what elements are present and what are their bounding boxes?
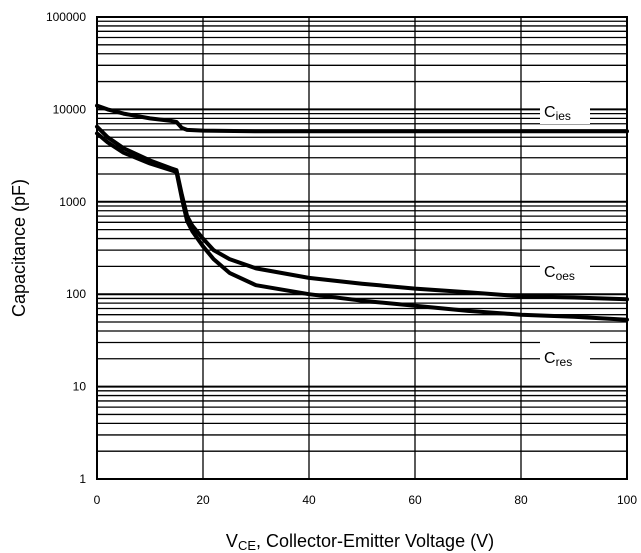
series-label-cies: Cies — [544, 104, 571, 123]
series-label-main: C — [544, 104, 556, 121]
plot-frame — [96, 16, 628, 480]
y-tick-label: 1000 — [59, 195, 86, 209]
x-tick-label: 0 — [94, 493, 101, 507]
x-axis-title-sub: CE — [238, 538, 256, 553]
series-line-coes — [95, 124, 629, 302]
y-tick-label: 10 — [73, 380, 87, 394]
y-tick-labels: 1 10 100 1000 10000 100000 — [46, 10, 86, 486]
series-label-sub: res — [556, 355, 573, 369]
y-tick-label: 100 — [66, 287, 86, 301]
series-label-box — [540, 251, 590, 291]
series-label-cres: Cres — [544, 350, 572, 369]
y-axis-title: Capacitance (pF) — [9, 179, 29, 317]
y-tick-label: 1 — [79, 472, 86, 486]
series-label-sub: oes — [556, 269, 575, 283]
series-label-main: C — [544, 350, 556, 367]
x-tick-labels: 0 20 40 60 80 100 — [94, 493, 638, 507]
series-line-cies — [95, 103, 629, 134]
x-tick-label: 20 — [196, 493, 210, 507]
series-layer — [95, 103, 629, 322]
series-line-cres — [95, 131, 629, 322]
series-label-sub: ies — [556, 109, 571, 123]
series-label-box — [540, 82, 590, 124]
x-tick-label: 40 — [302, 493, 316, 507]
y-tick-label: 100000 — [46, 10, 86, 24]
grid-minor — [97, 20, 627, 452]
x-axis-title-main: V — [226, 531, 238, 551]
x-axis-title-rest: , Collector-Emitter Voltage (V) — [256, 531, 494, 551]
series-label-box — [540, 332, 590, 374]
series-label-coes: Coes — [544, 264, 575, 283]
series-label-main: C — [544, 264, 556, 281]
x-tick-label: 80 — [514, 493, 528, 507]
y-tick-label: 10000 — [53, 102, 87, 116]
x-tick-label: 60 — [408, 493, 422, 507]
x-tick-label: 100 — [617, 493, 637, 507]
x-axis-title: VCE, Collector-Emitter Voltage (V) — [226, 531, 494, 553]
